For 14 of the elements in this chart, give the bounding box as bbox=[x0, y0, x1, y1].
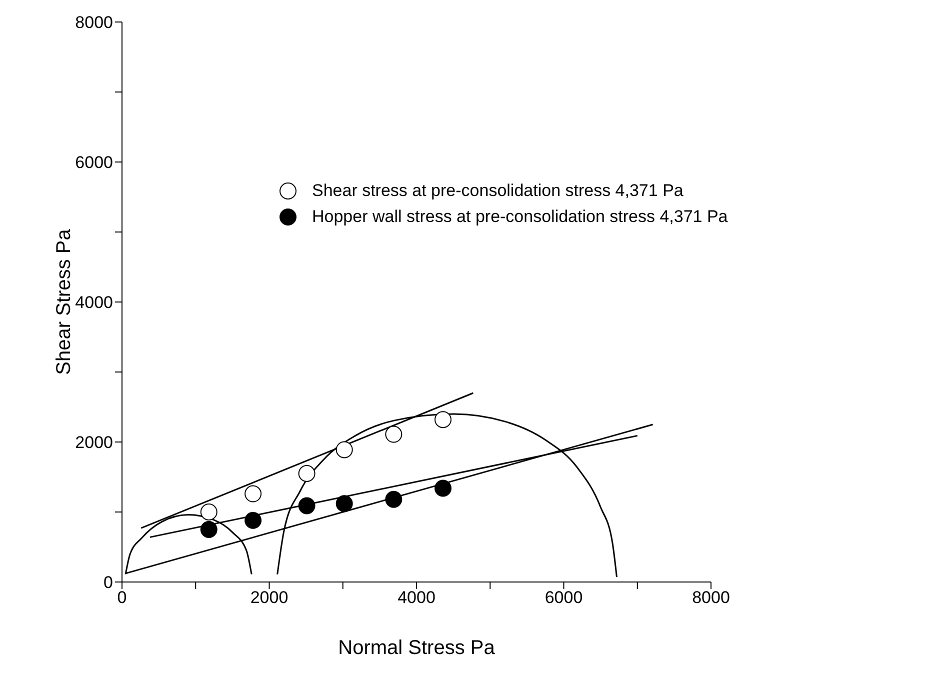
legend-label: Hopper wall stress at pre-consolidation stress 4,371 Pa bbox=[312, 207, 728, 227]
x-axis-title: Normal Stress Pa bbox=[338, 637, 496, 659]
x-tick-label: 6000 bbox=[544, 588, 583, 608]
y-tick-label: 0 bbox=[104, 573, 113, 592]
y-axis-title: Shear Stress Pa bbox=[53, 228, 76, 375]
x-tick-label: 0 bbox=[117, 588, 127, 608]
y-tick-label: 6000 bbox=[75, 153, 113, 172]
x-tick-label: 8000 bbox=[692, 588, 730, 608]
legend-label: Shear stress at pre-consolidation stress 4,371 Pa bbox=[312, 181, 684, 201]
x-tick-label: 4000 bbox=[398, 588, 436, 608]
y-tick-label: 8000 bbox=[75, 13, 113, 32]
y-tick-label: 2000 bbox=[75, 433, 113, 452]
x-tick-label: 2000 bbox=[250, 588, 288, 608]
y-tick-label: 4000 bbox=[75, 293, 113, 312]
